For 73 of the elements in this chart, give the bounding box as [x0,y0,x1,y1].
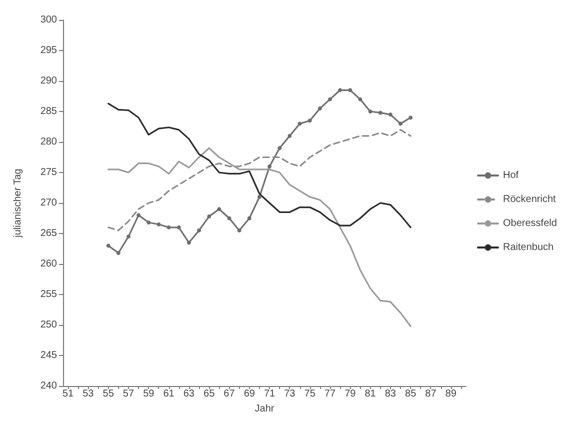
y-tick-label: 290 [40,76,58,86]
x-tick-label: 85 [405,388,417,400]
point [358,97,362,102]
y-tick-label: 275 [40,167,58,178]
point [288,134,292,138]
point [217,207,222,212]
y-tick-label: 295 [40,45,58,56]
point [348,88,352,92]
x-tick-label: 73 [284,388,296,400]
line-series [108,147,412,328]
legend-label: Oberessfeld [503,218,557,229]
line-series [108,129,412,232]
point [116,251,120,256]
point [197,228,202,232]
legend-label: Hof [503,170,519,181]
y-tick-label: 250 [40,320,58,330]
point [408,116,413,120]
point [298,122,302,126]
point [156,222,161,226]
x-tick-label: 89 [445,388,457,400]
point [166,225,171,230]
y-axis-title: julianischer Tag [12,168,24,238]
point [388,112,392,117]
x-tick-label: 69 [244,388,256,400]
y-tick-label: 280 [40,136,58,148]
point [268,164,272,168]
x-tick-label: 65 [204,388,216,400]
point [378,110,382,115]
legend-label: Röckenricht [503,194,556,205]
point [398,122,403,126]
x-tick-label: 55 [102,388,114,400]
x-tick-label: 81 [364,388,376,400]
line-series [108,102,412,228]
x-tick-label: 59 [143,388,155,400]
y-tick-label: 265 [40,228,58,239]
point [318,106,322,110]
y-tick-label: 240 [40,380,58,392]
y-tick-label: 245 [40,350,58,361]
x-tick-label: 79 [344,388,356,400]
point [126,234,130,239]
x-tick-label: 57 [122,388,134,400]
point [308,118,312,123]
x-tick-label: 71 [264,388,276,400]
y-tick-label: 285 [40,106,58,117]
point [106,244,110,248]
y-tick-label: 270 [40,198,58,208]
point [328,97,332,102]
point [257,194,262,199]
point [247,216,252,220]
x-tick-label: 87 [425,388,437,400]
x-tick-label: 67 [224,388,236,400]
x-tick-label: 53 [82,388,94,400]
legend-label: Raitenbuch [503,242,554,253]
x-axis-title: Jahr [254,403,275,414]
x-tick-label: 63 [183,388,195,400]
point [278,146,282,150]
point [207,214,212,218]
x-tick-label: 83 [384,388,396,400]
y-tick-label: 260 [40,258,58,270]
y-tick-label: 255 [40,289,58,300]
x-tick-label: 61 [163,388,175,400]
point [176,225,181,230]
x-tick-label: 77 [324,388,336,400]
point [136,213,141,218]
y-tick-label: 300 [40,14,58,26]
point [146,220,151,225]
point [338,88,342,92]
point [227,216,232,220]
x-tick-label: 75 [304,388,316,400]
point [237,228,242,232]
point [368,110,372,114]
point [186,240,191,245]
x-tick-label: 51 [62,388,74,400]
